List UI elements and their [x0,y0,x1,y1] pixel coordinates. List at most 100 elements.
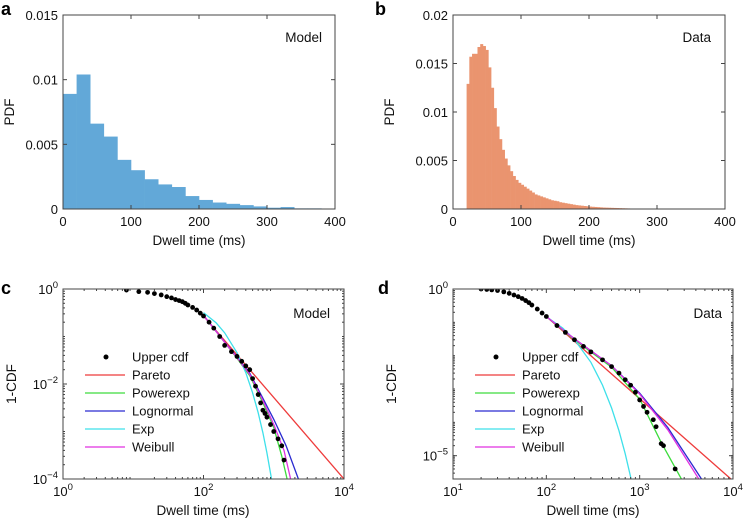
upper-cdf-point [258,400,264,406]
x-tick-label: 0 [449,214,456,229]
histogram-bar [267,207,281,209]
x-tick-label: 100 [510,214,532,229]
histogram-bar [158,184,173,209]
y-tick-label: 0.01 [33,73,58,88]
histogram-bar [512,176,516,209]
legend-label: Pareto [132,368,170,383]
histogram-bar [553,200,557,209]
panel-letter: c [1,278,11,298]
histogram-bar [499,139,503,209]
histogram-bar [594,206,598,209]
histogram-bar [599,207,603,209]
legend: Upper cdf Pareto Powerexp Lognormal Exp Weibu… [85,350,194,455]
upper-cdf-point [515,294,521,300]
upper-cdf-point [222,342,228,348]
upper-cdf-point [650,417,656,423]
upper-cdf-point [145,289,150,295]
upper-cdf-point [239,358,245,364]
panel-annotation: Model [293,306,330,321]
y-axis-label: PDF [382,99,397,126]
histogram-bar [76,74,91,209]
panel-annotation: Data [682,30,711,45]
y-tick-label: 0 [51,202,58,217]
histogram-bar [226,203,241,209]
panel-letter: b [375,0,386,19]
histogram-bar [103,136,118,209]
x-tick-label: 102 [194,482,214,499]
histogram-bar [199,199,213,209]
x-tick-label: 100 [53,482,73,499]
upper-cdf-point [185,302,191,308]
panel-annotation: Model [285,30,322,45]
y-tick-label: 100 [38,280,58,297]
panel-annotation: Data [693,306,722,321]
legend: Upper cdf Pareto Powerexp Lognormal Exp Weibu… [475,350,584,455]
y-tick-label: 10−5 [423,447,448,464]
upper-cdf-point [262,411,268,416]
histogram-bar [559,202,563,209]
histogram-bar [507,165,511,209]
x-tick-label: 101 [443,482,463,499]
upper-cdf-point [264,414,270,420]
legend-label: Exp [522,422,544,437]
histogram-bar [591,206,595,209]
upper-cdf-point [229,349,234,355]
upper-cdf-point [539,310,545,316]
upper-cdf-point [562,329,568,335]
histogram-bar [469,56,473,209]
upper-cdf-point [644,409,650,415]
upper-cdf-point [169,295,174,301]
y-tick-label: 100 [428,280,448,297]
x-tick-label: 300 [646,214,668,229]
upper-cdf-point [534,306,540,312]
series-line-weibull [202,314,292,479]
histogram-bar [485,49,489,209]
y-tick-label: 0.005 [25,137,58,152]
histogram-bar [613,207,617,209]
upper-cdf-point [253,383,258,389]
legend-label: Powerexp [132,386,190,401]
histogram-bar [493,108,497,209]
upper-cdf-point [271,429,277,434]
series-line-powerexp [545,315,682,479]
upper-cdf-point [279,443,285,449]
upper-cdf-point [616,370,622,376]
upper-cdf-point [637,397,643,403]
legend-label: Upper cdf [132,350,189,365]
upper-cdf-point [194,307,200,313]
series-line-exp [203,312,273,479]
legend-label: Powerexp [522,386,580,401]
x-tick-label: 200 [578,214,600,229]
series-line-lognormal [202,314,300,479]
plot-area [124,289,344,479]
upper-cdf-point [632,389,638,395]
panel-b: 0 100 200 300 400 0 0.005 0.01 0.015 0.02 b Dwell t… [375,0,736,248]
panel-letter: a [1,0,12,19]
histogram-bar [529,190,533,209]
y-axis-label: PDF [2,99,17,126]
upper-cdf-point [609,364,614,370]
upper-cdf-point [247,367,253,373]
histogram-bar [212,202,227,209]
upper-cdf-point [484,289,490,292]
histogram-bar [504,158,508,209]
legend-label: Upper cdf [522,350,579,365]
upper-cdf-point [281,457,287,463]
histogram-bar [185,196,200,209]
y-tick-label: 10−4 [33,470,58,487]
legend-label: Weibull [132,440,175,455]
upper-cdf-point [190,304,196,310]
histogram-bar [131,170,145,209]
upper-cdf-point [217,334,223,339]
upper-cdf-point [158,292,164,298]
upper-cdf-point [275,436,281,442]
legend-label: Exp [132,422,154,437]
upper-cdf-point [653,424,659,430]
upper-cdf-point [201,313,206,319]
histogram-bar [583,205,587,209]
histogram-bar [144,179,159,209]
histogram-bar [589,206,593,209]
x-tick-label: 300 [256,214,278,229]
x-tick-label: 400 [714,214,736,229]
x-tick-label: 104 [723,482,743,499]
